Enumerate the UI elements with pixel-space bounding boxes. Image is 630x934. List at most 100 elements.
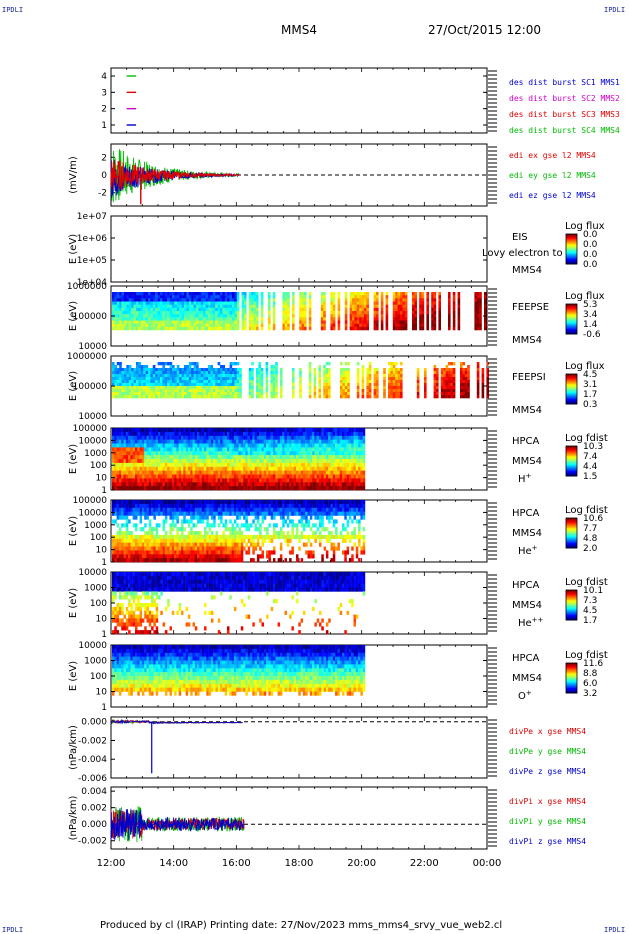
spectrogram-cell bbox=[414, 323, 417, 328]
spectrogram-cell bbox=[419, 311, 422, 315]
y-tick-label: -2 bbox=[98, 189, 107, 199]
spectrogram-cell bbox=[349, 307, 353, 312]
spectrogram-cell bbox=[320, 320, 324, 324]
colorbar-swatch bbox=[566, 462, 577, 464]
spectrogram-cell bbox=[289, 486, 292, 491]
spectrogram-cell bbox=[172, 320, 175, 324]
spectrogram-cell bbox=[366, 314, 369, 318]
spectrogram-cell bbox=[178, 482, 182, 487]
spectrogram-cell bbox=[450, 374, 453, 378]
spectrogram-cell bbox=[256, 428, 260, 433]
spectrogram-cell bbox=[123, 542, 126, 547]
spectrogram-cell bbox=[462, 380, 465, 384]
spectrogram-cell bbox=[128, 503, 131, 509]
spectrogram-cell bbox=[395, 377, 398, 381]
spectrogram-cell bbox=[344, 362, 348, 366]
spectrogram-cell bbox=[212, 380, 216, 384]
spectrogram-cell bbox=[256, 455, 260, 460]
spectrogram-cell bbox=[261, 462, 264, 468]
spectrogram-cell bbox=[128, 311, 132, 315]
colorbar-swatch bbox=[566, 452, 577, 454]
spectrogram-cell bbox=[476, 320, 480, 324]
spectrogram-cell bbox=[215, 466, 218, 471]
spectrogram-cell bbox=[284, 439, 287, 444]
spectrogram-cell bbox=[440, 377, 444, 381]
colorbar-title: Log fdist bbox=[565, 433, 608, 444]
spectrogram-cell bbox=[130, 500, 133, 505]
spectrogram-cell bbox=[210, 307, 213, 312]
spectrogram-cell bbox=[268, 459, 271, 464]
spectrogram-cell bbox=[236, 307, 240, 312]
spectrogram-cell bbox=[200, 292, 204, 296]
spectrogram-cell bbox=[198, 371, 201, 375]
colorbar-title: Log flux bbox=[565, 291, 605, 302]
spectrogram-cell bbox=[353, 478, 356, 483]
y-tick-label: 100000 bbox=[73, 424, 108, 434]
spectrogram-cell bbox=[197, 474, 200, 479]
spectrogram-cell bbox=[450, 392, 453, 396]
spectrogram-cell bbox=[313, 380, 317, 384]
spectrogram-cell bbox=[193, 368, 197, 372]
spectrogram-cell bbox=[119, 389, 122, 393]
spectrogram-cell bbox=[260, 323, 264, 328]
spectrogram-cell bbox=[162, 371, 165, 375]
spectrogram-cell bbox=[376, 374, 379, 378]
spectrogram-cell bbox=[392, 383, 396, 387]
spectrogram-cell bbox=[213, 439, 216, 444]
spectrogram-cell bbox=[252, 478, 255, 483]
spectrogram-cell bbox=[351, 431, 354, 437]
spectrogram-cell bbox=[116, 474, 120, 479]
spectrogram-cell bbox=[193, 380, 197, 384]
spectrogram-cell bbox=[116, 431, 120, 437]
spectrogram-cell bbox=[210, 482, 214, 487]
spectrogram-cell bbox=[328, 474, 331, 479]
spectrogram-cell bbox=[339, 431, 343, 437]
spectrogram-cell bbox=[112, 558, 115, 563]
spectrogram-cell bbox=[339, 428, 343, 433]
spectrogram-cell bbox=[208, 392, 211, 396]
spectrogram-cell bbox=[328, 447, 331, 452]
spectrogram-cell bbox=[231, 435, 235, 440]
spectrogram-cell bbox=[140, 380, 144, 384]
y-tick-label: 2 bbox=[101, 105, 107, 115]
spectrogram-cell bbox=[344, 380, 348, 384]
spectrogram-cell bbox=[152, 371, 156, 375]
spectrogram-cell bbox=[351, 459, 354, 464]
spectrogram-cell bbox=[270, 455, 274, 460]
spectrogram-cell bbox=[157, 323, 161, 328]
spectrogram-cell bbox=[421, 323, 425, 328]
spectrogram-cell bbox=[416, 392, 420, 396]
spectrogram-cell bbox=[178, 466, 182, 471]
spectrogram-cell bbox=[193, 292, 197, 296]
spectrogram-cell bbox=[227, 451, 230, 456]
spectrogram-cell bbox=[160, 320, 163, 324]
spectrogram-cell bbox=[174, 298, 177, 302]
spectrogram-cell bbox=[323, 304, 326, 309]
spectrogram-cell bbox=[136, 320, 139, 324]
spectrogram-cell bbox=[355, 459, 359, 464]
spectrogram-cell bbox=[348, 451, 352, 456]
spectrogram-cell bbox=[373, 307, 377, 312]
spectrogram-cell bbox=[146, 428, 149, 433]
spectrogram-cell bbox=[124, 368, 127, 372]
spectrogram-cell bbox=[119, 295, 122, 299]
spectrogram-cell bbox=[186, 389, 189, 393]
spectrogram-cell bbox=[240, 431, 244, 437]
spectrogram-cell bbox=[171, 455, 175, 460]
spectrogram-cell bbox=[206, 462, 209, 468]
spectrogram-cell bbox=[251, 301, 254, 305]
spectrogram-cell bbox=[204, 435, 207, 440]
colorbar-swatch bbox=[566, 241, 577, 244]
spectrogram-cell bbox=[141, 428, 145, 433]
spectrogram-cell bbox=[332, 451, 336, 456]
spectrogram-cell bbox=[259, 431, 262, 437]
spectrogram-cell bbox=[256, 295, 259, 299]
spectrogram-cell bbox=[392, 320, 396, 324]
spectrogram-cell bbox=[231, 439, 235, 444]
spectrogram-cell bbox=[112, 459, 115, 464]
spectrogram-cell bbox=[340, 368, 343, 372]
spectrogram-cell bbox=[293, 474, 297, 479]
spectrogram-cell bbox=[340, 374, 343, 378]
spectrogram-cell bbox=[203, 392, 206, 396]
spectrogram-cell bbox=[337, 482, 340, 487]
